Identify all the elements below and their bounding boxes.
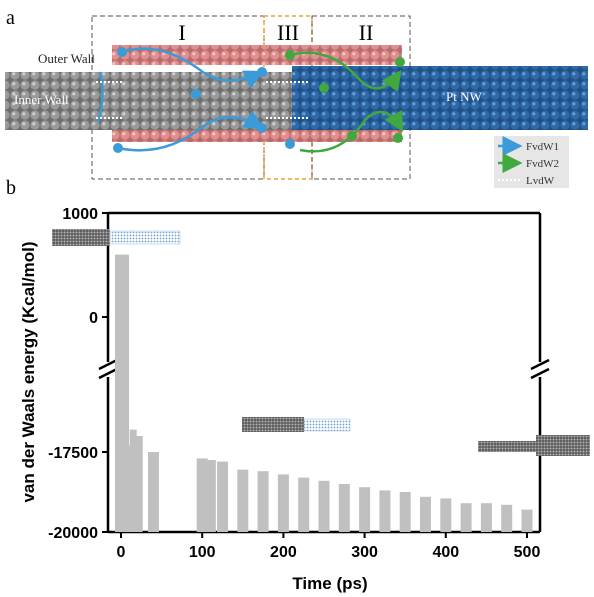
fvdw2-arrows: [289, 51, 404, 153]
bar: [257, 471, 269, 532]
bar: [379, 490, 391, 532]
bar: [217, 461, 228, 532]
lvdw-arrows: [96, 81, 308, 119]
outer-wall-label: Outer Wall: [38, 51, 95, 66]
region-label-ii: II: [359, 20, 374, 45]
fvdw2-nodes: [285, 50, 405, 143]
nanowire-partially-outside-icon: [52, 229, 181, 246]
bar: [298, 477, 310, 532]
y-tick-label: 1000: [62, 206, 98, 223]
bar: [147, 452, 159, 532]
bar: [338, 484, 350, 532]
x-ticks: 0 100 200 300 400 500: [117, 532, 541, 561]
y-axis-label: van der Waals energy (Kcal/mol): [19, 241, 38, 502]
nanowire-label: Pt NW: [446, 89, 482, 104]
bar: [399, 492, 411, 532]
x-axis-label: Time (ps): [292, 574, 367, 593]
panel-a: a I III II Outer Wall Inner Wall Pt NW: [5, 7, 588, 188]
bar-series: [115, 254, 533, 532]
region-label-i: I: [178, 20, 185, 45]
bar: [131, 436, 143, 532]
bar: [277, 474, 289, 532]
legend-label-lvdw: LvdW: [526, 175, 555, 187]
bar: [440, 498, 452, 532]
x-tick-label: 100: [189, 544, 216, 561]
inner-wall-label: Inner Wall: [14, 92, 69, 107]
x-tick-label: 500: [514, 544, 541, 561]
region-label-iii: III: [277, 20, 299, 45]
y-tick-label: 0: [89, 310, 98, 327]
legend-label-fvdw2: FvdW2: [526, 158, 559, 170]
x-tick-label: 400: [432, 544, 459, 561]
bar: [480, 503, 492, 532]
panel-a-label: a: [6, 7, 15, 29]
panel-b-label: b: [6, 177, 16, 199]
legend-label-fvdw1: FvdW1: [526, 141, 559, 153]
bar: [237, 469, 249, 532]
x-tick-label: 200: [270, 544, 297, 561]
outer-wall-top: [112, 45, 402, 65]
bar: [115, 254, 129, 532]
bar: [521, 509, 533, 532]
pt-nanowire: [292, 66, 588, 130]
y-ticks: 1000 0 -17500 -20000: [48, 206, 108, 542]
panel-b: b 1000 0 -17500 -20000 0 100 200 300 400 500 Tim…: [6, 177, 590, 593]
bar: [501, 504, 513, 532]
bar: [125, 445, 133, 532]
x-tick-label: 300: [351, 544, 378, 561]
bar: [359, 487, 371, 532]
axis-break-right: [530, 358, 550, 380]
fvdw1-arrows: [96, 47, 265, 152]
nanowire-encapsulated-icon: [478, 435, 590, 456]
nanowire-entering-tube-icon: [242, 417, 351, 432]
y-tick-label: -20000: [48, 525, 98, 542]
force-legend: FvdW1 FvdW2 LvdW: [494, 136, 569, 188]
bar: [460, 503, 472, 532]
x-tick-label: 0: [117, 544, 126, 561]
fvdw1-nodes: [113, 47, 295, 153]
bar: [204, 460, 216, 532]
axis-break-left: [98, 358, 118, 380]
bar: [318, 480, 330, 532]
y-tick-label: -17500: [48, 445, 98, 462]
bar: [196, 458, 208, 532]
bar: [420, 496, 431, 532]
